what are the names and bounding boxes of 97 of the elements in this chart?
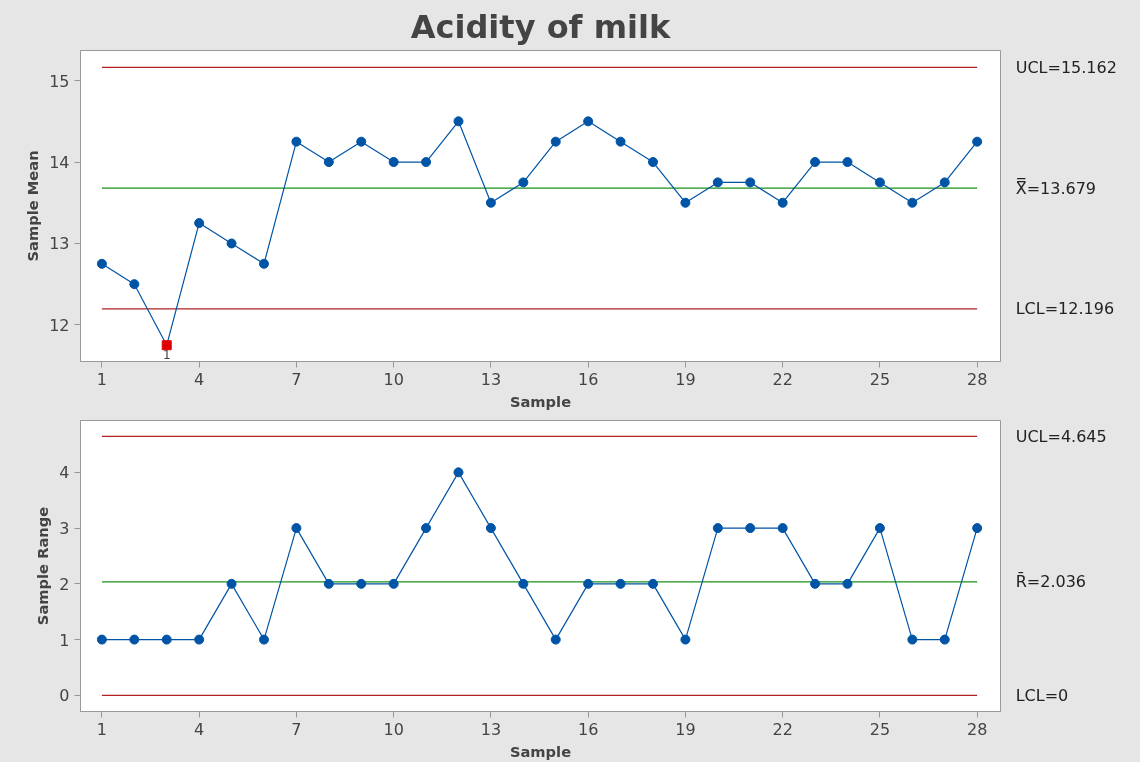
x-tick-label: 1 <box>96 369 107 389</box>
point <box>939 634 950 645</box>
y-tick-label: 12 <box>49 315 70 335</box>
point <box>842 157 853 168</box>
point <box>777 197 788 208</box>
y-tick-label: 1 <box>59 630 70 650</box>
point <box>615 136 626 147</box>
point <box>226 238 237 249</box>
ref-line-label: UCL=15.162 <box>1015 57 1117 77</box>
point <box>194 634 205 645</box>
x-tick-label: 7 <box>291 369 302 389</box>
x-tick-label: 13 <box>480 719 502 739</box>
point <box>421 523 432 534</box>
x-tick-label: 13 <box>480 369 502 389</box>
point <box>745 523 756 534</box>
point <box>194 218 205 229</box>
point <box>161 340 172 351</box>
point <box>291 136 302 147</box>
x-tick-label: 10 <box>383 719 404 739</box>
y-axis-title: Sample Mean <box>24 150 42 262</box>
point <box>129 634 140 645</box>
y-tick-label: 14 <box>49 153 70 173</box>
point <box>96 634 107 645</box>
point <box>356 136 367 147</box>
x-axis-title: Sample <box>509 742 572 760</box>
annotation: 1 <box>162 348 171 363</box>
point <box>680 197 691 208</box>
y-tick-label: 0 <box>59 686 70 706</box>
x-tick-label: 4 <box>194 369 205 389</box>
y-tick-label: 4 <box>59 463 70 483</box>
point <box>680 634 691 645</box>
point <box>258 258 269 269</box>
point <box>323 157 334 168</box>
point <box>356 578 367 589</box>
point <box>712 523 723 534</box>
y-tick-label: 2 <box>59 574 70 594</box>
x-tick-label: 28 <box>966 369 988 389</box>
x-tick-label: 10 <box>383 369 404 389</box>
x-tick-label: 16 <box>577 719 599 739</box>
point <box>583 578 594 589</box>
x-tick-label: 4 <box>194 719 205 739</box>
x-tick-label: 22 <box>772 369 793 389</box>
point <box>810 578 821 589</box>
point <box>453 116 464 127</box>
y-tick-label: 3 <box>59 519 70 539</box>
x-tick-label: 28 <box>966 719 988 739</box>
point <box>421 157 432 168</box>
point <box>388 578 399 589</box>
x-tick-label: 19 <box>675 719 696 739</box>
point <box>972 136 983 147</box>
chart-title: Acidity of milk <box>410 7 671 46</box>
point <box>453 467 464 478</box>
point <box>550 136 561 147</box>
y-axis-title: Sample Range <box>34 506 52 626</box>
x-axis-title: Sample <box>509 392 572 410</box>
point <box>96 258 107 269</box>
x-tick-label: 19 <box>675 369 696 389</box>
point <box>518 177 529 188</box>
point <box>583 116 594 127</box>
point <box>777 523 788 534</box>
x-tick-label: 16 <box>577 369 599 389</box>
ref-line-label: X̿=13.679 <box>1015 177 1097 198</box>
point <box>907 634 918 645</box>
point <box>518 578 529 589</box>
point <box>129 279 140 290</box>
point <box>874 523 885 534</box>
x-tick-label: 25 <box>869 369 891 389</box>
point <box>712 177 723 188</box>
ref-line-label: LCL=12.196 <box>1015 299 1115 319</box>
x-tick-label: 22 <box>772 719 793 739</box>
ref-line-label: R̄=2.036 <box>1015 572 1087 592</box>
point <box>647 157 658 168</box>
point <box>485 523 496 534</box>
point <box>291 523 302 534</box>
point <box>550 634 561 645</box>
ref-line-label: LCL=0 <box>1015 685 1069 705</box>
point <box>972 523 983 534</box>
x-tick-label: 25 <box>869 719 891 739</box>
point <box>939 177 950 188</box>
point <box>745 177 756 188</box>
y-tick-label: 15 <box>49 71 70 91</box>
point <box>647 578 658 589</box>
x-tick-label: 7 <box>291 719 302 739</box>
point <box>842 578 853 589</box>
y-tick-label: 13 <box>49 234 70 254</box>
point <box>161 634 172 645</box>
point <box>258 634 269 645</box>
point <box>485 197 496 208</box>
ref-line-label: UCL=4.645 <box>1015 426 1107 446</box>
point <box>323 578 334 589</box>
point <box>226 578 237 589</box>
point <box>810 157 821 168</box>
point <box>388 157 399 168</box>
point <box>907 197 918 208</box>
point <box>874 177 885 188</box>
x-tick-label: 1 <box>96 719 107 739</box>
point <box>615 578 626 589</box>
